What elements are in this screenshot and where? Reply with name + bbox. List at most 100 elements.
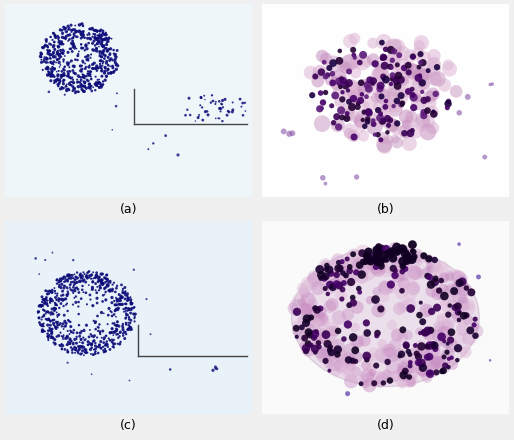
Point xyxy=(374,253,382,260)
Point xyxy=(94,32,102,39)
Point xyxy=(76,79,84,86)
Point xyxy=(47,327,56,334)
Point xyxy=(53,280,61,287)
Point xyxy=(95,84,103,91)
Point xyxy=(440,330,449,337)
Point xyxy=(87,271,96,279)
Point xyxy=(55,80,63,87)
Point xyxy=(112,294,120,301)
Point xyxy=(86,291,94,298)
Point xyxy=(102,284,110,291)
Point xyxy=(396,352,405,359)
Point xyxy=(90,59,98,66)
Point xyxy=(99,81,107,88)
Point xyxy=(98,82,106,89)
Point xyxy=(46,47,54,54)
Point xyxy=(95,343,103,350)
Point xyxy=(334,265,342,272)
Point xyxy=(374,373,382,380)
Point xyxy=(76,338,84,345)
Point xyxy=(49,72,57,79)
Point xyxy=(77,351,85,358)
Point xyxy=(407,378,415,385)
Point xyxy=(325,266,334,273)
Point xyxy=(424,327,432,334)
Point xyxy=(363,118,372,125)
Point xyxy=(328,343,337,350)
Point xyxy=(97,35,105,42)
Point xyxy=(345,263,354,270)
Point xyxy=(99,292,107,299)
Point xyxy=(373,288,381,295)
Point xyxy=(78,62,86,69)
Point xyxy=(85,268,93,275)
Point xyxy=(47,333,56,340)
Point xyxy=(318,105,326,112)
Point xyxy=(397,351,406,358)
Point xyxy=(59,66,67,73)
Point xyxy=(64,23,72,30)
Point xyxy=(471,323,480,330)
Point xyxy=(113,305,121,312)
Point xyxy=(374,266,382,273)
Point xyxy=(101,64,109,71)
Point xyxy=(65,271,73,278)
Point xyxy=(99,276,107,283)
Point xyxy=(110,328,118,335)
Point xyxy=(321,357,329,364)
Point xyxy=(127,305,136,312)
Point xyxy=(93,28,101,35)
Point xyxy=(357,79,365,86)
Point xyxy=(370,354,378,361)
Point xyxy=(106,329,114,336)
X-axis label: (d): (d) xyxy=(377,419,394,432)
Point xyxy=(103,271,111,279)
Point xyxy=(338,286,346,293)
Point xyxy=(65,67,74,74)
Point xyxy=(93,62,101,70)
Point xyxy=(86,272,95,279)
Point xyxy=(86,26,94,33)
Point xyxy=(47,296,55,303)
Point xyxy=(387,281,395,288)
Point xyxy=(393,331,401,338)
Point xyxy=(96,341,104,348)
Point xyxy=(42,36,50,43)
Point xyxy=(393,264,401,271)
Point xyxy=(38,314,46,321)
Point xyxy=(46,317,54,324)
Point xyxy=(433,304,441,311)
Point xyxy=(64,37,72,44)
Point xyxy=(481,154,489,161)
Point xyxy=(285,130,293,137)
Point xyxy=(406,359,414,366)
Point xyxy=(429,361,437,368)
Point xyxy=(82,41,90,48)
Point xyxy=(418,117,427,124)
Point xyxy=(406,363,414,370)
Point xyxy=(80,326,88,333)
Point xyxy=(61,91,69,98)
Point xyxy=(364,108,373,115)
Point xyxy=(377,112,385,119)
Point xyxy=(63,276,71,283)
Point xyxy=(399,363,407,370)
Point xyxy=(322,263,331,270)
Point xyxy=(77,74,85,81)
Point xyxy=(81,53,89,60)
Point xyxy=(128,326,136,333)
Point xyxy=(372,94,380,101)
Point xyxy=(392,106,400,114)
Point xyxy=(362,58,371,65)
Point xyxy=(201,108,210,115)
Point xyxy=(84,70,92,77)
Point xyxy=(46,287,54,294)
Point xyxy=(406,351,414,358)
Point xyxy=(361,381,370,388)
Point xyxy=(212,98,220,105)
Point xyxy=(352,353,360,360)
Point xyxy=(44,334,52,341)
Point xyxy=(50,39,59,46)
Point xyxy=(443,104,451,111)
Point xyxy=(79,73,87,81)
